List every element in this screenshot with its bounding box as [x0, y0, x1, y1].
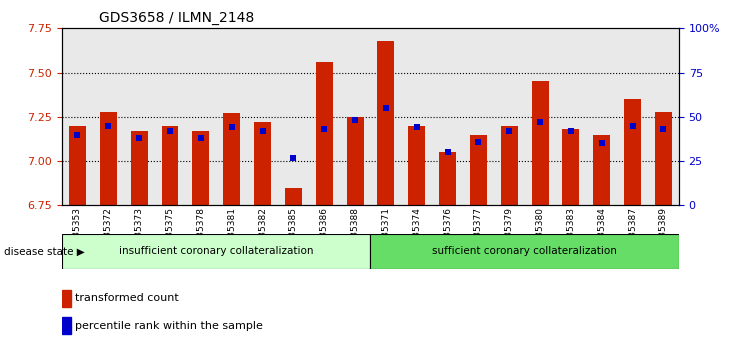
FancyBboxPatch shape — [62, 234, 371, 269]
Bar — [470, 135, 487, 205]
Bar — [62, 317, 72, 334]
Point — [164, 128, 176, 134]
Point — [565, 128, 577, 134]
Bar — [69, 126, 86, 205]
Bar — [309, 28, 339, 205]
FancyBboxPatch shape — [371, 234, 679, 269]
Bar — [648, 28, 679, 205]
Point — [504, 128, 515, 134]
Point — [380, 105, 392, 111]
Point — [134, 135, 145, 141]
Bar — [408, 126, 425, 205]
Bar — [463, 28, 494, 205]
Bar — [124, 28, 155, 205]
Text: disease state ▶: disease state ▶ — [4, 246, 85, 256]
Point — [658, 126, 669, 132]
Bar — [247, 28, 278, 205]
Bar — [563, 129, 580, 205]
Text: percentile rank within the sample: percentile rank within the sample — [75, 321, 263, 331]
Point — [257, 128, 269, 134]
Point — [72, 132, 83, 137]
Bar — [494, 28, 525, 205]
Bar — [339, 28, 371, 205]
Bar — [216, 28, 247, 205]
Point — [349, 118, 361, 123]
Text: transformed count: transformed count — [75, 293, 179, 303]
Bar — [185, 28, 216, 205]
Bar — [525, 28, 556, 205]
Bar — [93, 28, 124, 205]
Bar — [618, 28, 648, 205]
Point — [534, 119, 546, 125]
Bar — [377, 41, 394, 205]
Bar — [402, 28, 432, 205]
Bar — [501, 126, 518, 205]
Bar — [131, 131, 147, 205]
Bar — [155, 28, 185, 205]
Bar — [439, 152, 456, 205]
Bar — [624, 99, 641, 205]
Bar — [347, 117, 364, 205]
Bar — [161, 126, 178, 205]
Bar — [586, 28, 618, 205]
Bar — [278, 28, 309, 205]
Bar — [62, 28, 93, 205]
Point — [226, 125, 237, 130]
Text: insufficient coronary collateralization: insufficient coronary collateralization — [119, 246, 313, 256]
Bar — [100, 112, 117, 205]
Bar — [254, 122, 271, 205]
Point — [627, 123, 639, 129]
Bar — [556, 28, 586, 205]
Bar — [531, 81, 548, 205]
Point — [195, 135, 207, 141]
Point — [411, 125, 423, 130]
Bar — [432, 28, 463, 205]
Bar — [62, 290, 72, 307]
Bar — [223, 113, 240, 205]
Point — [102, 123, 114, 129]
Bar — [316, 62, 333, 205]
Bar — [371, 28, 402, 205]
Point — [318, 126, 330, 132]
Point — [288, 155, 299, 160]
Bar — [285, 188, 301, 205]
Point — [596, 141, 607, 146]
Text: GDS3658 / ILMN_2148: GDS3658 / ILMN_2148 — [99, 11, 254, 25]
Bar — [593, 135, 610, 205]
Bar — [193, 131, 210, 205]
Text: sufficient coronary collateralization: sufficient coronary collateralization — [432, 246, 617, 256]
Point — [442, 149, 453, 155]
Point — [472, 139, 484, 144]
Bar — [655, 112, 672, 205]
